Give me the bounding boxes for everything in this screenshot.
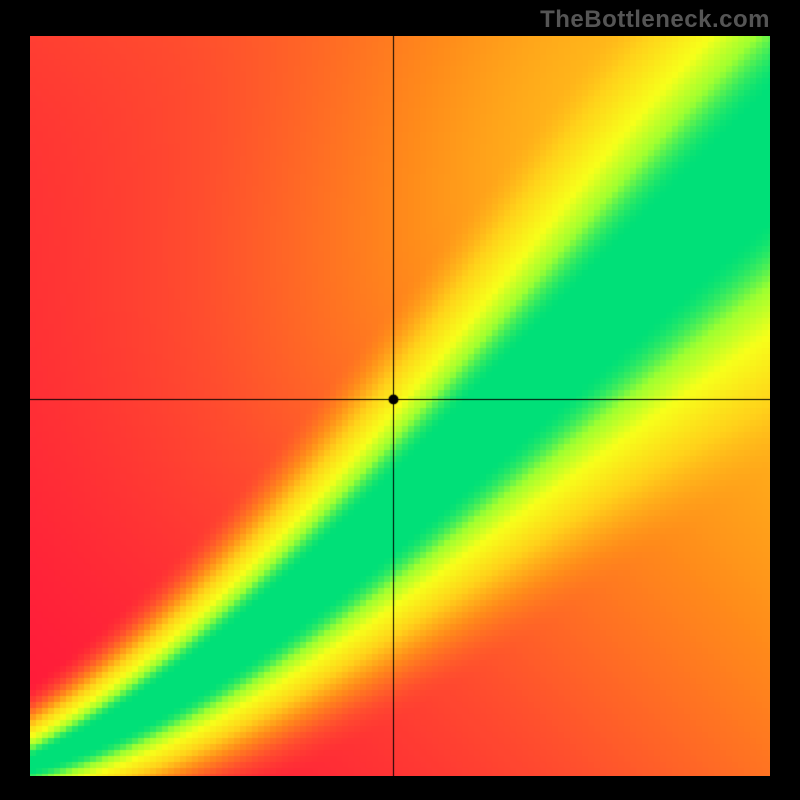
watermark-text: TheBottleneck.com xyxy=(540,6,770,34)
bottleneck-heatmap xyxy=(30,36,770,776)
